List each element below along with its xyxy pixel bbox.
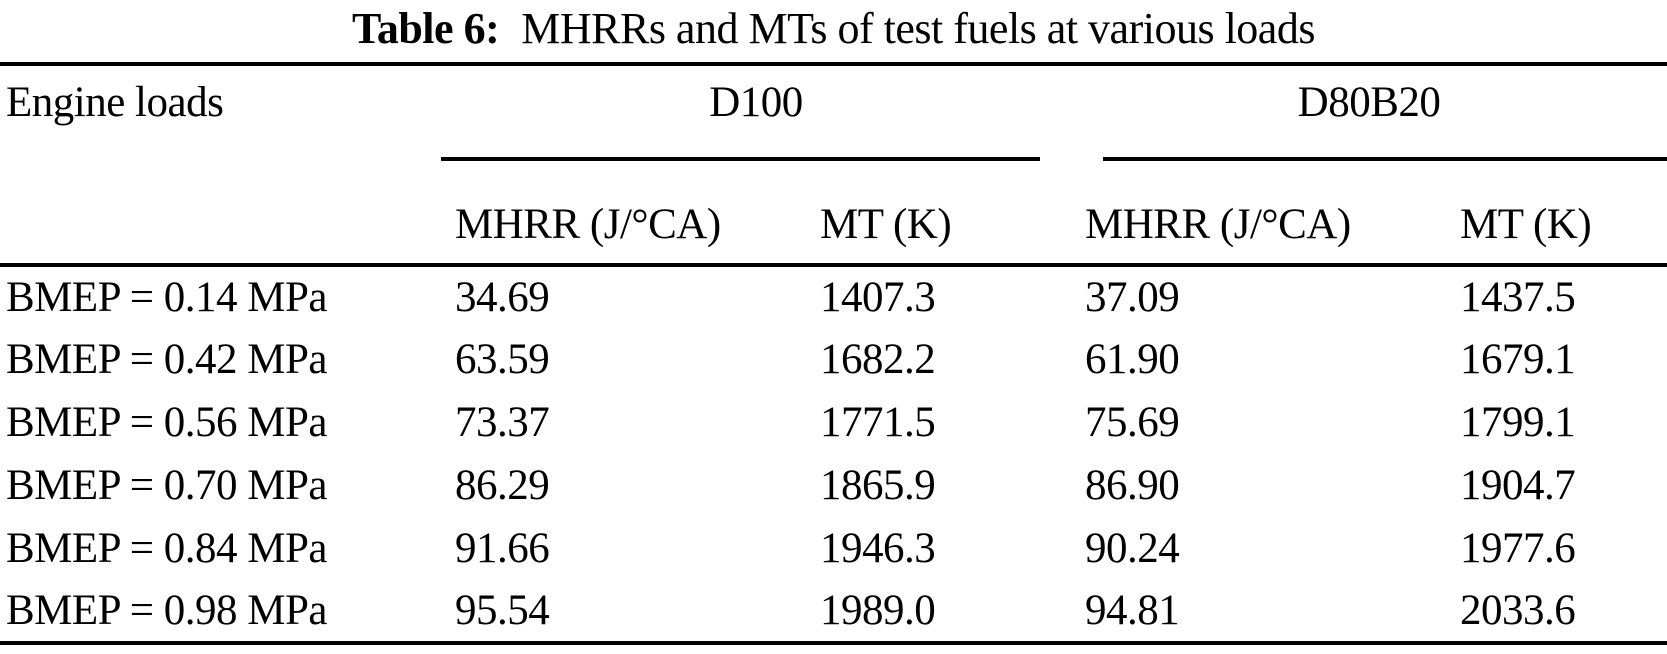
value-cell: 1437.5 bbox=[1460, 274, 1576, 321]
table-row: BMEP = 0.98 MPa 95.54 1989.0 94.81 2033.… bbox=[0, 580, 1667, 643]
table-row: BMEP = 0.14 MPa 34.69 1407.3 37.09 1437.… bbox=[0, 265, 1667, 328]
value-cell: 1989.0 bbox=[820, 587, 936, 634]
column-header-d80b20-mt: MT (K) bbox=[1446, 161, 1667, 267]
value-cell: 1679.1 bbox=[1460, 336, 1576, 383]
value-cell: 1865.9 bbox=[820, 462, 936, 509]
data-table: Engine loads D100 D80B20 MHRR (J/°CA) MT… bbox=[0, 62, 1667, 645]
value-cell: 1682.2 bbox=[820, 336, 936, 383]
value-cell: 86.90 bbox=[1085, 462, 1180, 509]
load-label: BMEP = 0.98 MPa bbox=[6, 587, 327, 634]
value-cell: 90.24 bbox=[1085, 525, 1180, 572]
value-cell: 86.29 bbox=[455, 462, 550, 509]
table-row: BMEP = 0.70 MPa 86.29 1865.9 86.90 1904.… bbox=[0, 454, 1667, 517]
table-body: BMEP = 0.14 MPa 34.69 1407.3 37.09 1437.… bbox=[0, 265, 1667, 643]
value-cell: 95.54 bbox=[455, 587, 550, 634]
load-label: BMEP = 0.70 MPa bbox=[6, 462, 327, 509]
table-caption-number: Table 6: bbox=[352, 4, 500, 53]
table-caption-text: MHRRs and MTs of test fuels at various l… bbox=[521, 4, 1315, 53]
column-header-d100-mt: MT (K) bbox=[806, 161, 1071, 267]
value-cell: 1904.7 bbox=[1460, 462, 1576, 509]
table-row: BMEP = 0.84 MPa 91.66 1946.3 90.24 1977.… bbox=[0, 517, 1667, 580]
value-cell: 37.09 bbox=[1085, 274, 1180, 321]
group-header-d100: D100 bbox=[709, 79, 803, 126]
group-rule-d100 bbox=[441, 157, 1040, 161]
load-label: BMEP = 0.84 MPa bbox=[6, 525, 327, 572]
value-cell: 1407.3 bbox=[820, 274, 936, 321]
value-cell: 75.69 bbox=[1085, 399, 1180, 446]
value-cell: 61.90 bbox=[1085, 336, 1180, 383]
value-cell: 63.59 bbox=[455, 336, 550, 383]
table-header: Engine loads D100 D80B20 MHRR (J/°CA) MT… bbox=[0, 64, 1667, 267]
column-header-d80b20-mhrr: MHRR (J/°CA) bbox=[1071, 161, 1446, 267]
table-caption: Table 6: MHRRs and MTs of test fuels at v… bbox=[0, 0, 1667, 62]
load-label: BMEP = 0.56 MPa bbox=[6, 399, 327, 446]
group-header-d80b20: D80B20 bbox=[1297, 79, 1441, 126]
group-rule-d80b20 bbox=[1103, 157, 1667, 161]
value-cell: 1799.1 bbox=[1460, 399, 1576, 446]
load-label: BMEP = 0.14 MPa bbox=[6, 274, 327, 321]
table-row: BMEP = 0.56 MPa 73.37 1771.5 75.69 1799.… bbox=[0, 391, 1667, 454]
row-header-label: Engine loads bbox=[0, 64, 441, 267]
value-cell: 73.37 bbox=[455, 399, 550, 446]
value-cell: 94.81 bbox=[1085, 587, 1180, 634]
value-cell: 91.66 bbox=[455, 525, 550, 572]
value-cell: 34.69 bbox=[455, 274, 550, 321]
value-cell: 1946.3 bbox=[820, 525, 936, 572]
value-cell: 1771.5 bbox=[820, 399, 936, 446]
table-row: BMEP = 0.42 MPa 63.59 1682.2 61.90 1679.… bbox=[0, 328, 1667, 391]
load-label: BMEP = 0.42 MPa bbox=[6, 336, 327, 383]
value-cell: 1977.6 bbox=[1460, 525, 1576, 572]
column-header-d100-mhrr: MHRR (J/°CA) bbox=[441, 161, 806, 267]
value-cell: 2033.6 bbox=[1460, 587, 1576, 634]
